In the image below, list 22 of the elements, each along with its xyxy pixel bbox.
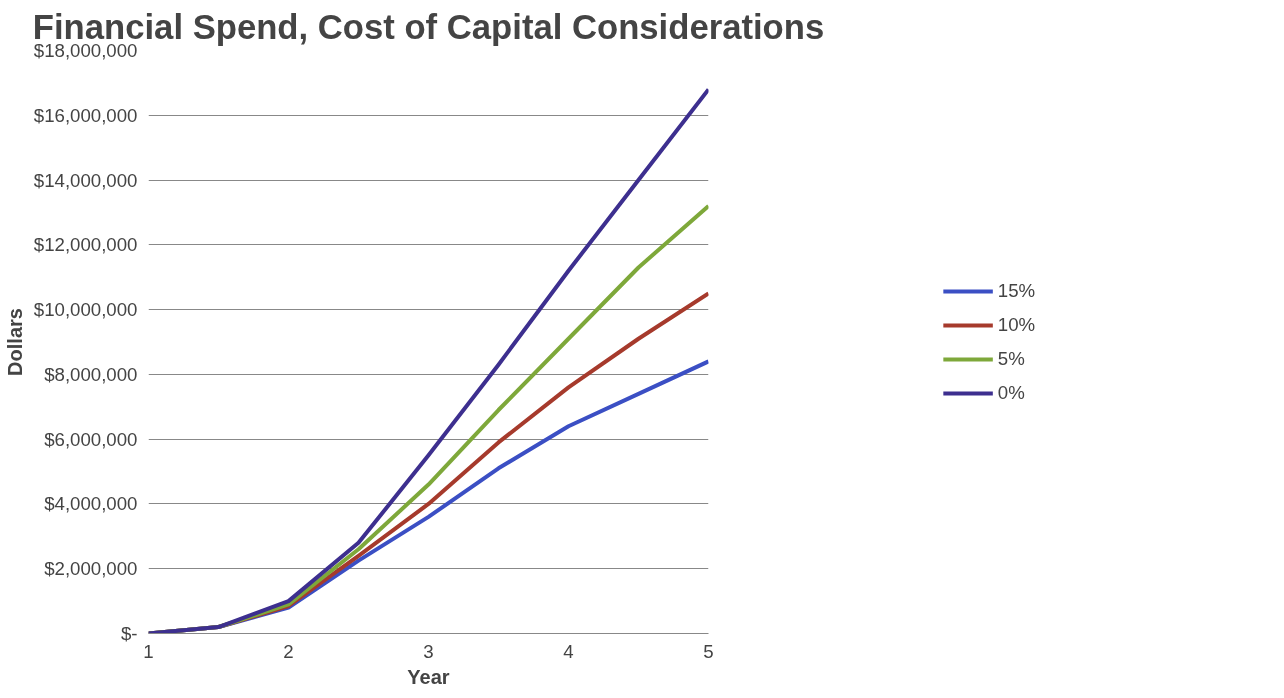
- y-axis-title: Dollars: [3, 308, 26, 376]
- y-tick-label: $6,000,000: [44, 428, 138, 450]
- legend-label: 0%: [997, 381, 1025, 404]
- x-tick-label: 2: [283, 640, 294, 662]
- y-tick-label: $16,000,000: [33, 104, 138, 126]
- legend-label: 15%: [997, 279, 1036, 302]
- y-tick-label: $8,000,000: [44, 363, 138, 385]
- y-tick-label: $4,000,000: [44, 493, 138, 515]
- legend-label: 10%: [997, 313, 1036, 336]
- x-tick-label: 4: [563, 640, 574, 662]
- x-tick-label: 1: [143, 640, 154, 662]
- x-axis-title: Year: [407, 665, 450, 688]
- x-tick-label: 3: [423, 640, 434, 662]
- y-tick-label: $14,000,000: [33, 169, 138, 191]
- x-tick-label: 5: [703, 640, 714, 662]
- y-tick-label: $2,000,000: [44, 558, 138, 580]
- y-tick-label: $12,000,000: [33, 234, 138, 256]
- line-series: [148, 87, 709, 634]
- y-tick-label: $-: [120, 623, 138, 644]
- legend-label: 5%: [997, 347, 1025, 370]
- y-tick-label: $18,000,000: [33, 40, 138, 61]
- y-tick-label: $10,000,000: [33, 299, 138, 321]
